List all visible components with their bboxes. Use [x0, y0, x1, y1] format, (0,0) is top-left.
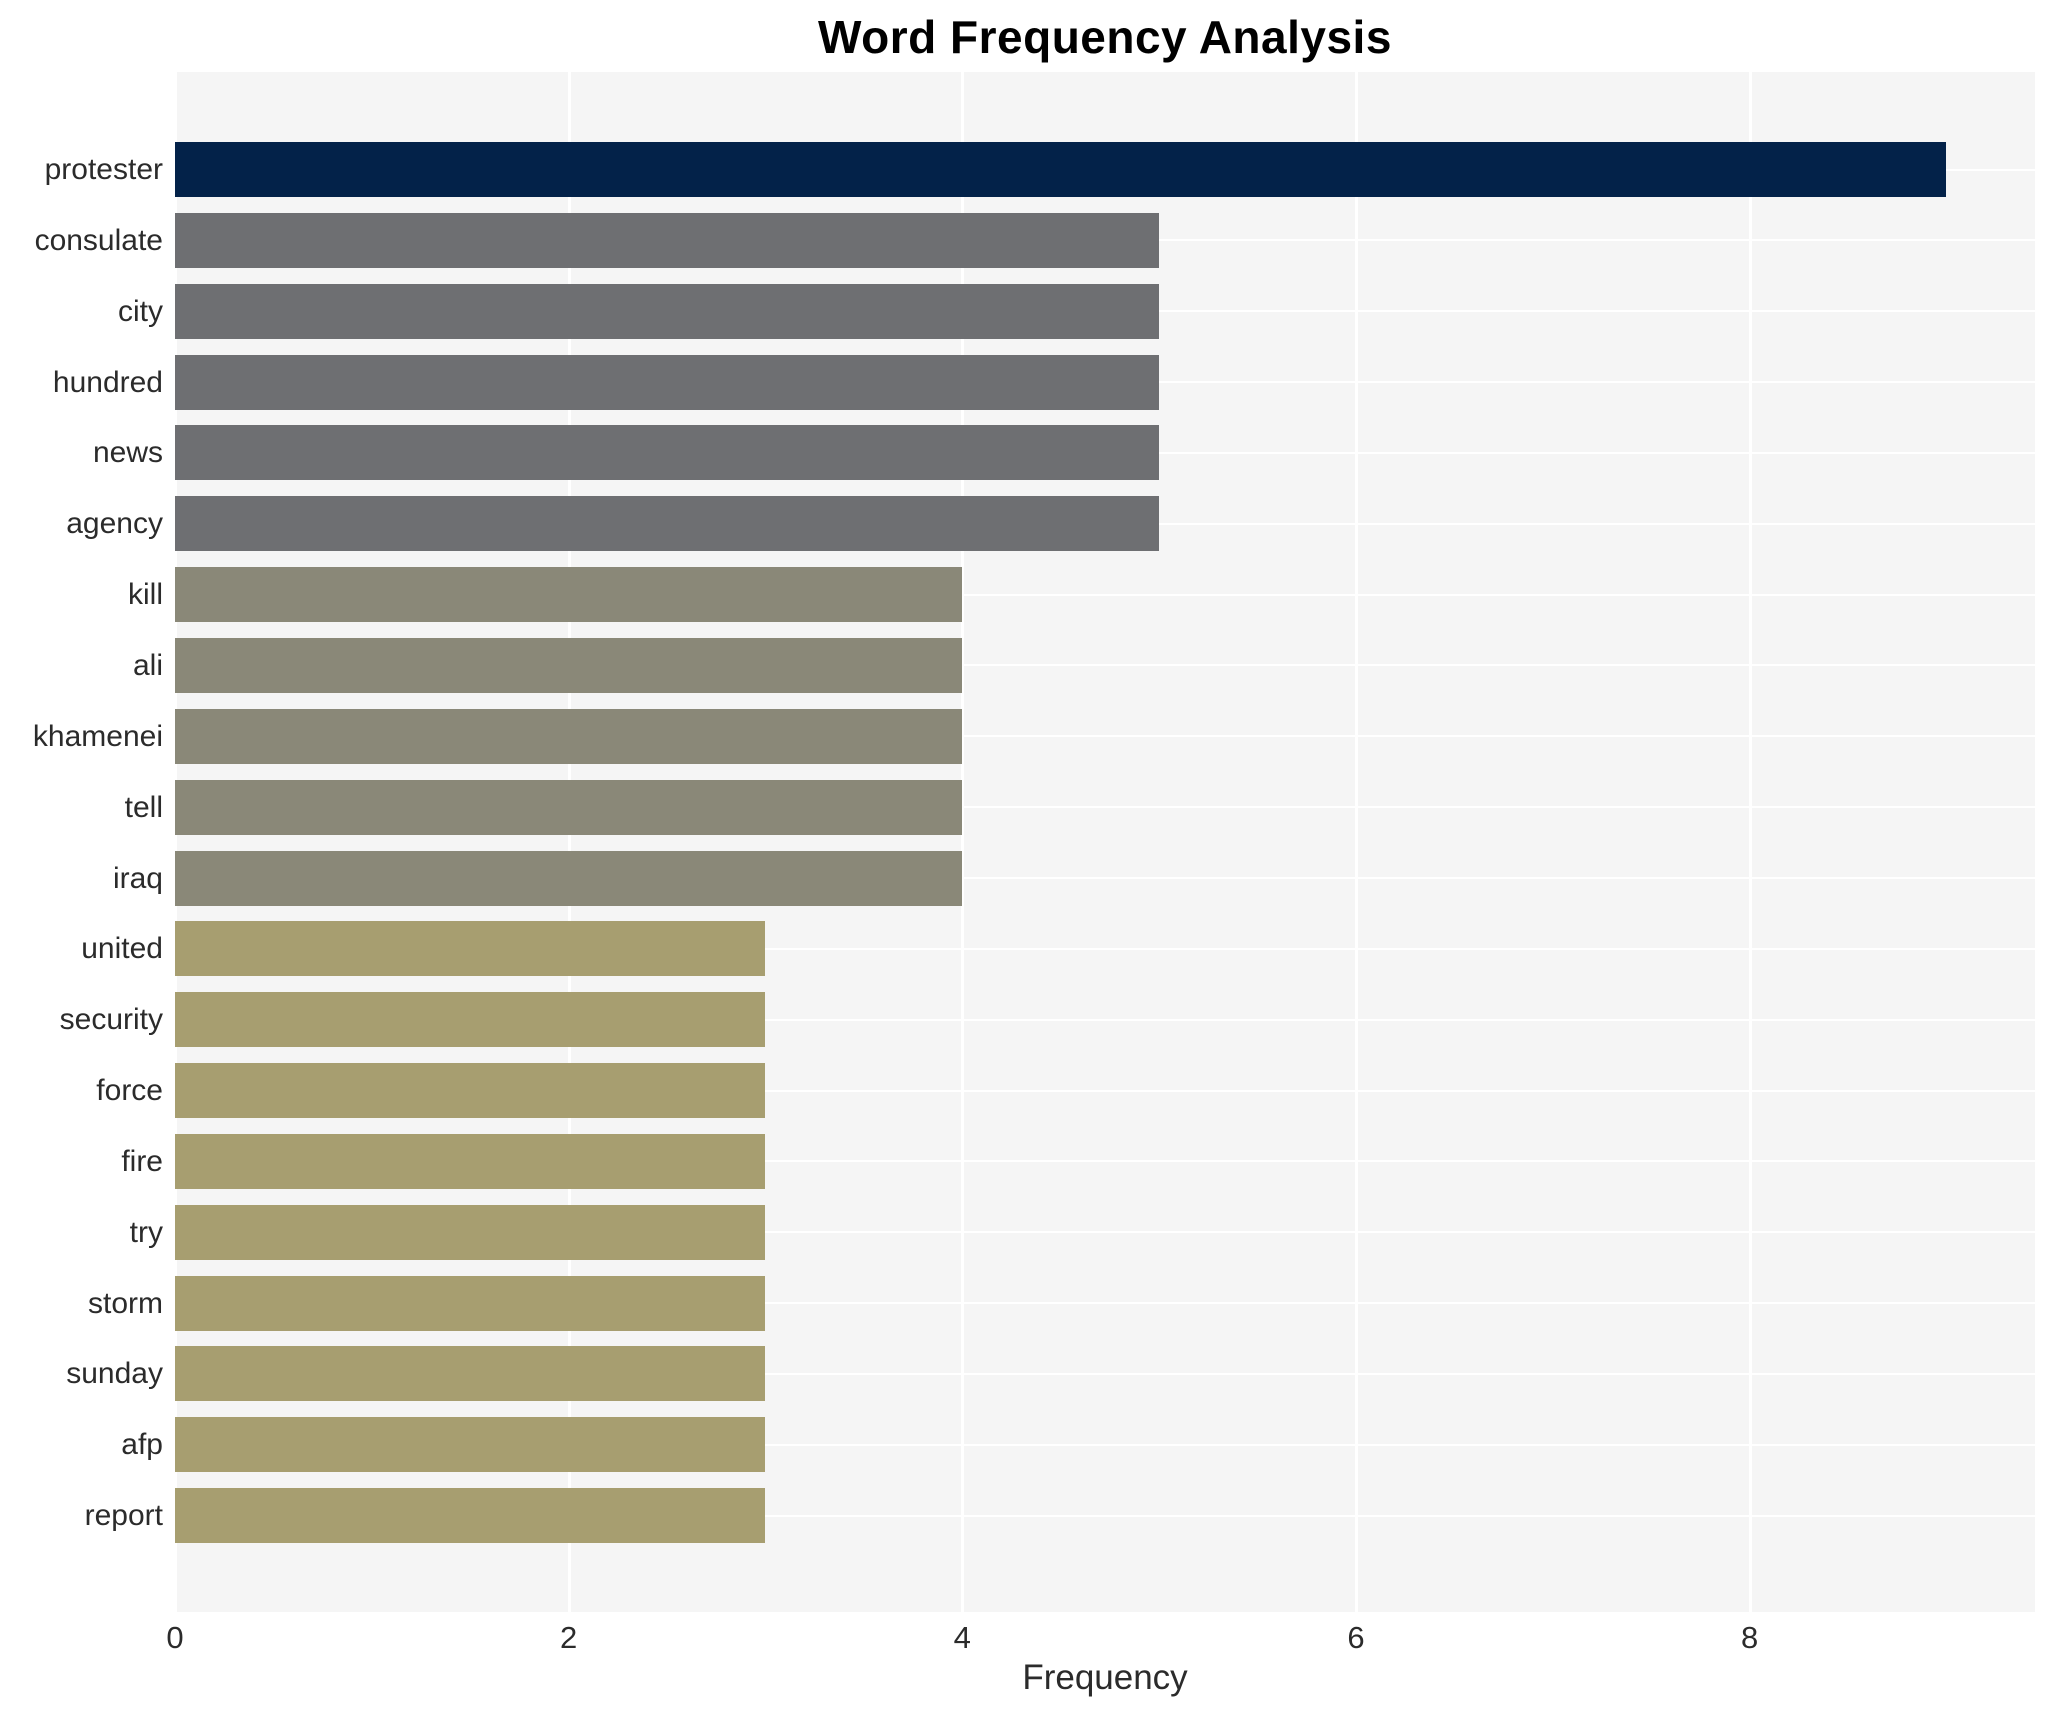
x-tick-label-4: 4 — [953, 1620, 971, 1655]
bar-afp — [175, 1417, 766, 1473]
y-tick-label-city: city — [118, 294, 163, 328]
y-tick-label-agency: agency — [66, 507, 163, 541]
bar-kill — [175, 567, 963, 623]
bar-hundred — [175, 354, 1160, 410]
x-tick-label-0: 0 — [166, 1620, 184, 1655]
bar-ali — [175, 637, 963, 693]
gridline-y-fire — [175, 1160, 2035, 1163]
gridline-y-force — [175, 1089, 2035, 1092]
y-tick-label-united: united — [81, 932, 163, 966]
bar-security — [175, 992, 766, 1048]
gridline-x-2 — [567, 72, 571, 1612]
bar-force — [175, 1063, 766, 1119]
plot-area — [174, 72, 2035, 1612]
bar-report — [175, 1488, 766, 1544]
y-tick-label-report: report — [84, 1499, 163, 1533]
y-tick-label-kill: kill — [128, 578, 163, 612]
gridline-y-try — [175, 1231, 2035, 1234]
bar-agency — [175, 496, 1160, 552]
chart-title: Word Frequency Analysis — [818, 11, 1392, 63]
gridline-x-0 — [174, 72, 177, 1612]
bar-try — [175, 1204, 766, 1260]
gridline-y-storm — [175, 1302, 2035, 1305]
y-tick-label-protester: protester — [44, 153, 163, 186]
bar-khamenei — [175, 708, 963, 764]
bar-iraq — [175, 850, 963, 906]
y-tick-label-afp: afp — [121, 1428, 163, 1462]
y-tick-label-storm: storm — [88, 1286, 163, 1320]
bar-tell — [175, 779, 963, 835]
bar-news — [175, 425, 1160, 481]
bar-storm — [175, 1275, 766, 1331]
y-tick-label-sunday: sunday — [66, 1357, 163, 1391]
x-axis-label: Frequency — [1022, 1658, 1188, 1697]
y-tick-label-iraq: iraq — [112, 861, 163, 895]
x-tick-label-6: 6 — [1347, 1620, 1365, 1655]
y-tick-label-fire: fire — [121, 1144, 163, 1178]
gridline-y-khamenei — [175, 735, 2035, 738]
gridline-y-iraq — [175, 877, 2035, 879]
y-tick-label-consulate: consulate — [34, 223, 163, 257]
bar-protester — [175, 142, 1947, 197]
x-tick-label-2: 2 — [560, 1620, 578, 1655]
bar-fire — [175, 1133, 766, 1189]
gridline-y-afp — [175, 1443, 2035, 1446]
bar-sunday — [175, 1346, 766, 1402]
gridline-y-tell — [175, 806, 2035, 809]
y-tick-label-hundred: hundred — [52, 365, 163, 399]
y-tick-label-try: try — [129, 1215, 163, 1249]
bar-united — [175, 921, 766, 977]
y-tick-label-ali: ali — [132, 648, 163, 682]
gridline-x-6 — [1354, 72, 1358, 1612]
gridline-y-united — [175, 947, 2035, 950]
gridline-y-security — [175, 1018, 2035, 1021]
y-tick-label-khamenei: khamenei — [32, 719, 163, 753]
gridline-x-4 — [961, 72, 965, 1612]
gridline-y-report — [175, 1514, 2035, 1517]
bar-consulate — [175, 212, 1160, 268]
bar-city — [175, 283, 1160, 339]
y-tick-label-tell: tell — [124, 790, 163, 824]
gridline-y-kill — [175, 593, 2035, 596]
y-tick-label-security: security — [59, 1003, 163, 1037]
y-tick-label-news: news — [92, 436, 163, 470]
gridline-y-sunday — [175, 1372, 2035, 1375]
gridline-y-ali — [175, 664, 2035, 667]
y-tick-label-force: force — [96, 1074, 163, 1108]
x-tick-label-8: 8 — [1740, 1620, 1759, 1655]
gridline-x-8 — [1748, 72, 1752, 1612]
